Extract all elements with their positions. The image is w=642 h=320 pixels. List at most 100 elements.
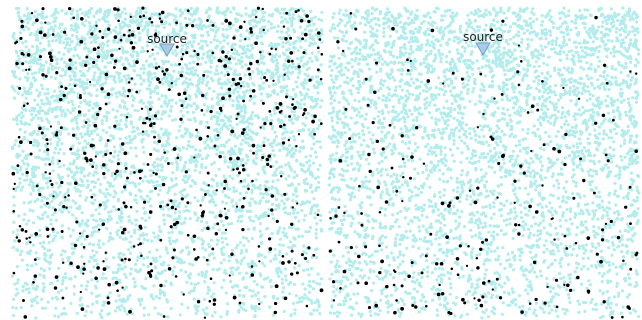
background-particle [181,114,185,118]
tracer-particle [148,17,152,21]
background-particle [14,186,19,190]
background-particle [76,125,80,129]
background-particle [221,151,225,155]
background-particle [118,137,122,141]
background-particle [308,164,312,168]
tracer-particle [113,7,117,11]
background-particle [193,119,197,123]
background-particle [107,23,111,27]
tracer-particle [92,60,96,65]
background-particle [101,154,106,158]
tracer-particle [130,77,133,80]
background-particle [237,53,241,57]
tracer-particle [116,162,121,166]
background-particle [285,20,289,24]
background-particle [192,60,196,64]
background-particle [33,98,37,102]
background-particle [45,197,50,201]
background-particle [27,92,31,96]
background-particle [33,199,37,203]
background-particle [27,290,31,295]
tracer-particle [40,131,44,135]
tracer-particle [206,19,209,22]
background-particle [93,181,97,185]
background-particle [91,173,95,177]
background-particle [239,305,243,309]
background-particle [209,27,213,32]
tracer-particle [64,86,68,90]
background-particle [56,279,60,283]
background-particle [477,25,482,29]
background-particle [267,19,271,24]
background-particle [59,201,63,205]
tracer-particle [44,171,47,174]
background-particle [238,120,242,124]
background-particle [54,38,58,43]
background-particle [263,171,267,175]
background-particle [202,113,206,117]
background-particle [95,250,99,254]
background-particle [470,50,474,54]
background-particle [295,85,299,89]
background-particle [83,237,87,241]
tracer-particle [152,171,155,175]
background-particle [170,63,174,67]
tracer-particle [203,316,207,319]
tracer-particle [20,24,25,29]
background-particle [178,210,182,214]
tracer-particle [168,88,171,91]
background-particle [246,141,250,145]
background-particle [271,149,275,153]
background-particle [60,74,64,78]
tracer-particle [48,163,51,166]
background-particle [112,155,116,159]
background-particle [28,65,32,69]
background-particle [254,24,258,28]
background-particle [219,86,224,90]
background-particle [144,10,148,14]
background-particle [232,51,236,56]
background-particle [103,29,107,33]
background-particle [75,137,80,141]
tracer-particle [54,133,59,137]
background-particle [86,173,90,177]
background-particle [106,51,110,55]
background-particle [69,47,73,51]
background-particle [249,218,253,222]
background-particle [106,12,111,16]
background-particle [239,262,243,266]
tracer-particle [216,222,220,226]
background-particle [91,249,95,253]
tracer-particle [117,19,120,23]
background-particle [285,153,289,157]
background-particle [269,22,273,26]
background-particle [112,78,116,82]
background-particle [261,11,265,15]
background-particle [25,17,29,21]
background-particle [165,104,169,108]
background-particle [115,48,119,52]
background-particle [242,116,246,120]
background-particle [233,144,237,148]
background-particle [46,111,50,116]
background-particle [30,167,34,171]
background-particle [294,148,298,152]
tracer-particle [292,98,295,101]
background-particle [435,313,440,317]
background-particle [120,216,124,220]
background-particle [56,173,61,177]
background-particle [200,157,204,161]
background-particle [193,36,197,40]
background-particle [146,134,150,138]
background-particle [69,234,73,238]
background-particle [167,142,171,146]
background-particle [42,127,46,131]
background-particle [72,159,76,164]
tracer-particle [33,274,38,278]
background-particle [233,87,237,91]
background-particle [294,116,298,121]
tracer-particle [154,66,158,70]
background-particle [314,188,318,192]
tracer-particle [129,206,133,209]
tracer-particle [200,93,205,98]
